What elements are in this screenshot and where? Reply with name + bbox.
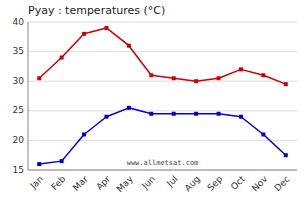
chart-container: 15 20 25 30 35 40 JanFebMarAprMayJun Jul AugSep O… [0, 0, 305, 200]
series-marker [104, 26, 108, 30]
grid-line [28, 110, 297, 111]
series-marker [261, 132, 265, 136]
series-marker [104, 115, 108, 119]
chart: 15 20 25 30 35 40 JanFebMarAprMayJun Jul AugSep O… [0, 0, 305, 200]
series-marker [261, 73, 265, 77]
grid [28, 22, 297, 170]
y-tick-label: 25 [13, 105, 24, 115]
series-marker [82, 132, 86, 136]
series-marker [127, 44, 131, 48]
plot-area [28, 22, 297, 170]
watermark: www.allmetsat.com [127, 159, 199, 167]
series-marker [217, 112, 221, 116]
series-marker [172, 112, 176, 116]
series-marker [37, 76, 41, 80]
series-line [39, 28, 286, 84]
series-marker [239, 115, 243, 119]
y-tick-label: 40 [13, 17, 25, 27]
series-marker [194, 79, 198, 83]
series-marker [239, 67, 243, 71]
x-tick-label: Nov [250, 173, 270, 193]
x-tick-label: May [115, 173, 136, 194]
series-marker [194, 112, 198, 116]
series-line [39, 108, 286, 164]
x-tick-label: Oct [229, 174, 247, 192]
y-tick-label: 30 [13, 76, 25, 86]
series-marker [284, 153, 288, 157]
x-tick-label: Aug [183, 174, 203, 194]
series-marker [60, 159, 64, 163]
grid-line [28, 140, 297, 141]
x-tick-label: Jul [164, 174, 179, 189]
x-tick-label: Sep [205, 174, 224, 193]
grid-line [28, 81, 297, 82]
x-tick-label: Dec [272, 174, 291, 193]
grid-line [28, 170, 297, 171]
series-marker [172, 76, 176, 80]
x-tick-label: Mar [71, 174, 90, 193]
series-marker [217, 76, 221, 80]
series-marker [284, 82, 288, 86]
y-tick-label: 20 [13, 135, 25, 145]
y-tick-label: 15 [13, 165, 24, 175]
x-tick-label: Feb [49, 174, 68, 193]
series-group [37, 26, 288, 166]
series-marker [60, 56, 64, 60]
y-tick-label: 35 [13, 46, 24, 56]
series-marker [149, 112, 153, 116]
x-axis-line [28, 170, 297, 171]
series-marker [127, 106, 131, 110]
series-marker [82, 32, 86, 36]
x-tick-label: Jan [28, 174, 46, 192]
x-tick-label: Apr [94, 174, 112, 192]
x-tick-label: Jun [140, 174, 158, 192]
series-marker [149, 73, 153, 77]
chart-title: Pyay : temperatures (°C) [28, 4, 165, 17]
grid-line [28, 22, 297, 23]
y-axis-line [28, 22, 29, 170]
series-marker [37, 162, 41, 166]
